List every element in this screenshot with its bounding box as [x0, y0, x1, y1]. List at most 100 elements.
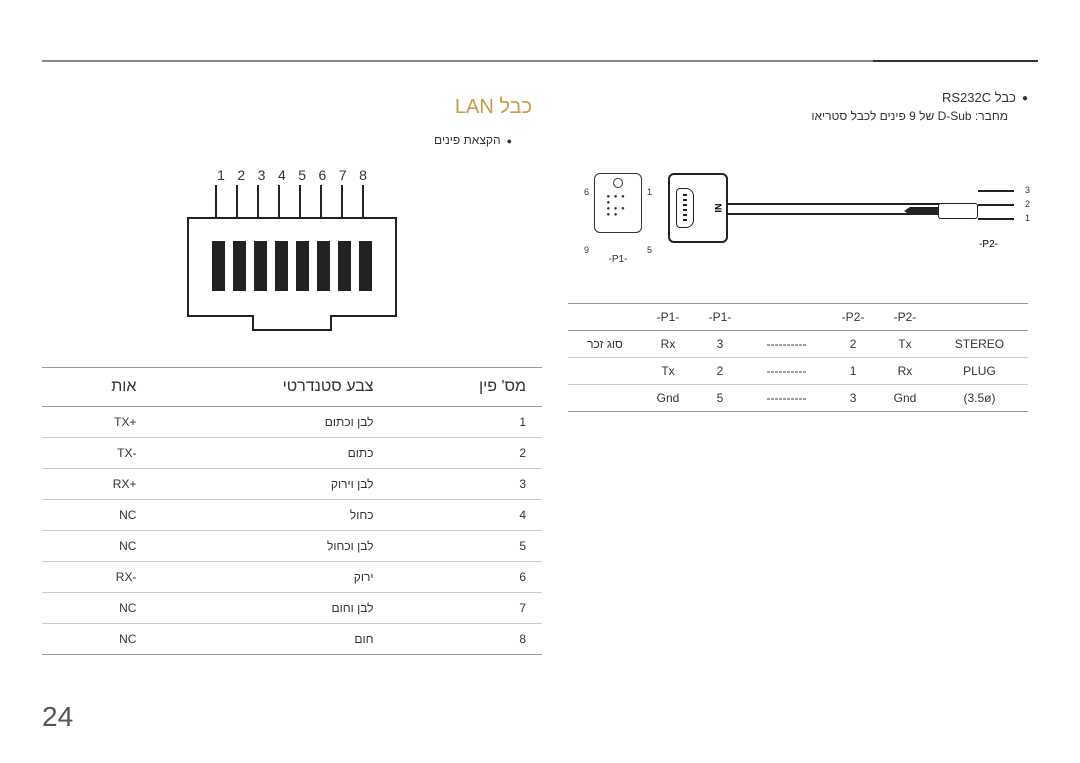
rj45-num-4: 4 — [278, 167, 286, 183]
rj45-pin-5 — [296, 241, 309, 291]
lan-cell-pin-3: 3 — [390, 469, 542, 500]
lan-section: כבל LAN ●הקצאת פינים 12345678 מס' פין צב… — [42, 96, 542, 655]
lan-cell-pin-4: 4 — [390, 500, 542, 531]
dsub-port — [676, 188, 694, 228]
lan-th-signal: אות — [42, 368, 152, 407]
lan-cell-color-2: כתום — [152, 438, 389, 469]
rs232c-section: ●כבל RS232C מחבר: D-Sub של 9 פינים לכבל … — [568, 90, 1038, 412]
rj45-num-8: 8 — [359, 167, 367, 183]
lan-cell-pin-7: 7 — [390, 593, 542, 624]
rs-cell-0-5: Tx — [879, 331, 931, 358]
lan-subtitle: ●הקצאת פינים — [42, 133, 542, 147]
p1-num-9: 9 — [584, 245, 589, 255]
rj45-pin-numbers: 12345678 — [217, 167, 367, 183]
lan-cell-signal-3: RX+ — [42, 469, 152, 500]
rj45-num-1: 1 — [217, 167, 225, 183]
rs-header-3 — [746, 304, 827, 331]
lan-cell-signal-4: NC — [42, 500, 152, 531]
rs-header-4: -P2- — [827, 304, 879, 331]
rs-cell-2-2: 5 — [694, 385, 746, 412]
rs-cell-0-6: STEREO — [931, 331, 1028, 358]
lan-title: כבל LAN — [42, 96, 542, 119]
p1-connector: 6 1 9 5 ● ● ● ●● ● ● ● ● -P1- — [588, 173, 648, 263]
lan-cell-color-4: כחול — [152, 500, 389, 531]
rj45-pin-7 — [338, 241, 351, 291]
rs232c-connector-label: מחבר: D-Sub של 9 פינים לכבל סטריאו — [568, 109, 1038, 123]
lan-cell-color-3: לבן וירוק — [152, 469, 389, 500]
cable-wire-top — [728, 203, 948, 205]
lan-cell-pin-2: 2 — [390, 438, 542, 469]
rs-cell-2-4: 3 — [827, 385, 879, 412]
lan-cell-pin-5: 5 — [390, 531, 542, 562]
rs-cell-1-5: Rx — [879, 358, 931, 385]
lan-cell-signal-5: NC — [42, 531, 152, 562]
lan-cell-color-6: ירוק — [152, 562, 389, 593]
rs-cell-0-3: ---------- — [746, 331, 827, 358]
rs-cell-1-4: 1 — [827, 358, 879, 385]
dsub-body: IN — [668, 173, 728, 243]
lan-row-1: 1לבן וכתוםTX+ — [42, 407, 542, 438]
lan-cell-signal-7: NC — [42, 593, 152, 624]
p1-num-1: 1 — [647, 187, 652, 197]
p2-label-diagram: -P2- — [979, 239, 998, 250]
rj45-pin-3 — [254, 241, 267, 291]
rs-header-6 — [931, 304, 1028, 331]
lan-cell-color-8: חום — [152, 624, 389, 655]
rs-header-2: -P1- — [694, 304, 746, 331]
rs-cell-1-3: ---------- — [746, 358, 827, 385]
rs-cell-1-0 — [568, 358, 642, 385]
rs232c-cable-label: ●כבל RS232C — [568, 90, 1038, 105]
rs-cell-1-6: PLUG — [931, 358, 1028, 385]
page-number: 24 — [42, 701, 73, 733]
lan-row-6: 6ירוקRX- — [42, 562, 542, 593]
lan-row-5: 5לבן וכחולNC — [42, 531, 542, 562]
lan-row-4: 4כחולNC — [42, 500, 542, 531]
lan-cell-signal-6: RX- — [42, 562, 152, 593]
rs-cell-2-1: Gnd — [642, 385, 694, 412]
lan-row-2: 2כתוםTX- — [42, 438, 542, 469]
rs-header-1: -P1- — [642, 304, 694, 331]
p1-trapezoid: ● ● ● ●● ● ● ● ● — [594, 173, 642, 233]
lan-row-8: 8חוםNC — [42, 624, 542, 655]
header-rule-accent — [873, 60, 1038, 62]
stereo-plug: 3 2 1 -P2- — [938, 188, 1028, 238]
rj45-pin-6 — [317, 241, 330, 291]
rs-header-5: -P2- — [879, 304, 931, 331]
rs-cell-2-0 — [568, 385, 642, 412]
rs-row-0: סוג זכרRx3----------2TxSTEREO — [568, 331, 1028, 358]
lan-cell-signal-1: TX+ — [42, 407, 152, 438]
dsub-in-label: IN — [714, 204, 724, 213]
rs-row-1: Tx2----------1RxPLUG — [568, 358, 1028, 385]
rs-cell-2-6: (3.5ø) — [931, 385, 1028, 412]
rs-header-0 — [568, 304, 642, 331]
rj45-pin-2 — [233, 241, 246, 291]
rs232c-pinout-table: -P1--P1--P2--P2-סוג זכרRx3----------2TxS… — [568, 303, 1028, 412]
rj45-clip — [252, 315, 332, 331]
rj45-num-2: 2 — [237, 167, 245, 183]
p1-num-5: 5 — [647, 245, 652, 255]
rj45-num-7: 7 — [339, 167, 347, 183]
rj45-pin-1 — [212, 241, 225, 291]
rj45-pin-8 — [359, 241, 372, 291]
lan-row-3: 3לבן וירוקRX+ — [42, 469, 542, 500]
lan-cell-signal-2: TX- — [42, 438, 152, 469]
rj45-body — [187, 217, 397, 317]
rs232c-diagram: 6 1 9 5 ● ● ● ●● ● ● ● ● -P1- IN 3 — [568, 153, 1038, 273]
lan-row-7: 7לבן וחוםNC — [42, 593, 542, 624]
rs-cell-2-5: Gnd — [879, 385, 931, 412]
plug-num-1: 1 — [1025, 213, 1030, 223]
rs-cell-0-0: סוג זכר — [568, 331, 642, 358]
rj45-num-3: 3 — [258, 167, 266, 183]
p1-num-6: 6 — [584, 187, 589, 197]
rj45-pins — [212, 241, 372, 291]
rj45-diagram: 12345678 — [167, 167, 417, 327]
lan-th-pin: מס' פין — [390, 368, 542, 407]
lan-cell-color-7: לבן וחום — [152, 593, 389, 624]
rj45-num-5: 5 — [298, 167, 306, 183]
rs-row-2: Gnd5----------3Gnd(3.5ø) — [568, 385, 1028, 412]
rs-cell-1-2: 2 — [694, 358, 746, 385]
lan-cell-pin-6: 6 — [390, 562, 542, 593]
rs-cell-0-1: Rx — [642, 331, 694, 358]
lan-cell-pin-1: 1 — [390, 407, 542, 438]
rs-cell-0-4: 2 — [827, 331, 879, 358]
